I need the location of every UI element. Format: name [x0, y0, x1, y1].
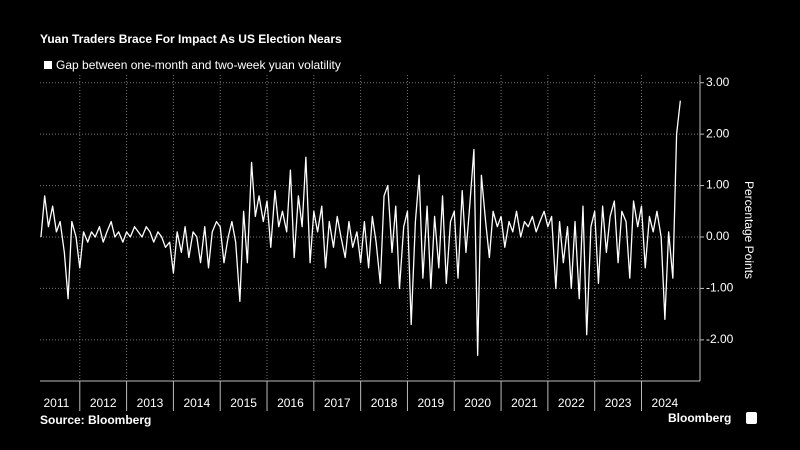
x-tick-label: 2019 [417, 396, 444, 410]
y-tick-label: 1.00 [706, 178, 730, 192]
x-tick-label: 2014 [183, 396, 210, 410]
x-tick-label: 2018 [371, 396, 398, 410]
x-tick-label: 2016 [277, 396, 304, 410]
chart-title: Yuan Traders Brace For Impact As US Elec… [40, 32, 342, 46]
brand-icon [746, 412, 757, 424]
line-series [40, 100, 681, 356]
x-tick-label: 2023 [605, 396, 632, 410]
x-tick-label: 2017 [324, 396, 351, 410]
brand: Bloomberg [668, 411, 731, 425]
x-tick-label: 2020 [464, 396, 491, 410]
y-tick-label: 2.00 [706, 126, 730, 140]
x-tick-label: 2015 [230, 396, 257, 410]
y-tick-label: -2.00 [706, 332, 734, 346]
x-tick-label: 2021 [511, 396, 538, 410]
x-tick-label: 2011 [43, 396, 69, 410]
legend-swatch [44, 61, 52, 69]
legend-label: Gap between one-month and two-week yuan … [56, 58, 341, 72]
x-tick-label: 2012 [90, 396, 117, 410]
y-axis-title: Percentage Points [742, 181, 756, 279]
y-tick-label: 0.00 [706, 229, 730, 243]
y-tick-label: 3.00 [706, 75, 730, 89]
x-tick-label: 2024 [652, 396, 679, 410]
source: Source: Bloomberg [40, 413, 151, 427]
y-tick-label: -1.00 [706, 281, 734, 295]
x-tick-label: 2022 [558, 396, 585, 410]
x-tick-label: 2013 [137, 396, 164, 410]
